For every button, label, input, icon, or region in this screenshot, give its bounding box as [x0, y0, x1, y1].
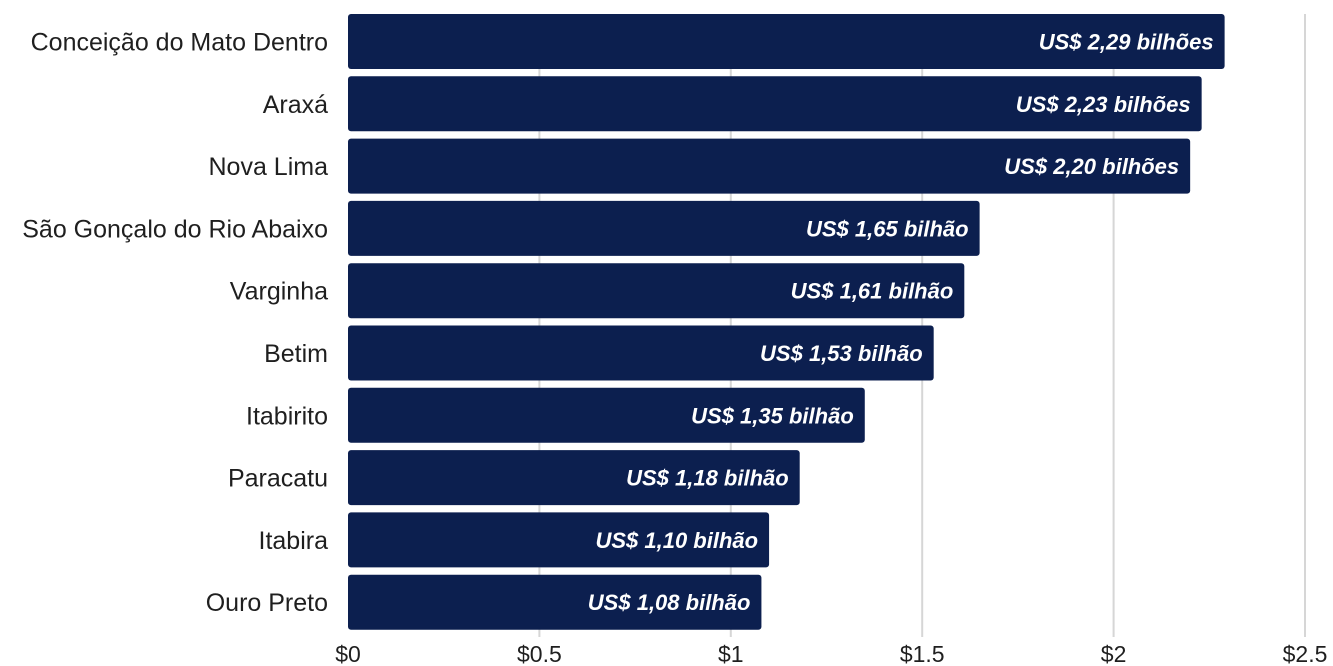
bar: [348, 263, 965, 319]
category-label: Itabirito: [246, 402, 328, 430]
x-tick-label: $2: [1101, 641, 1127, 666]
bar: [348, 138, 1191, 194]
data-label: US$ 1,65 bilhão: [806, 216, 969, 241]
x-tick-label: $1.5: [900, 641, 945, 666]
category-labels: Conceição do Mato Dentro Araxá Nova Lima Sã…: [22, 29, 328, 618]
bar: [348, 450, 800, 506]
bar: [348, 14, 1225, 69]
category-label: Conceição do Mato Dentro: [31, 29, 328, 57]
category-label: São Gonçalo do Rio Abaixo: [22, 215, 328, 243]
data-label: US$ 1,61 bilhão: [791, 279, 954, 304]
x-tick-label: $2.5: [1283, 641, 1328, 666]
bar: [348, 325, 934, 381]
data-label: US$ 2,20 bilhões: [1004, 154, 1179, 179]
x-tick-label: $0.5: [517, 641, 562, 666]
category-label: Varginha: [230, 278, 328, 306]
category-label: Paracatu: [228, 465, 328, 493]
data-label: US$ 1,35 bilhão: [691, 403, 854, 428]
data-label: US$ 1,53 bilhão: [760, 341, 923, 366]
data-label: US$ 1,10 bilhão: [595, 528, 758, 553]
x-tick-label: $1: [718, 641, 744, 666]
category-label: Ouro Preto: [206, 589, 328, 617]
x-tick-label: $0: [335, 641, 361, 666]
bar: [348, 200, 980, 256]
bar: [348, 512, 770, 568]
category-label: Betim: [264, 340, 328, 368]
category-label: Itabira: [259, 527, 329, 555]
bars: US$ 2,29 bilhões US$ 2,23 bilhões US$ 2,20…: [348, 14, 1225, 630]
data-label: US$ 2,29 bilhões: [1039, 30, 1214, 55]
category-label: Araxá: [263, 91, 328, 119]
data-label: US$ 1,08 bilhão: [588, 590, 751, 615]
category-label: Nova Lima: [209, 153, 329, 181]
data-label: US$ 2,23 bilhões: [1016, 92, 1191, 117]
bar: [348, 387, 865, 443]
x-axis-tick-labels: $0 $0.5 $1 $1.5 $2 $2.5: [335, 641, 1327, 666]
bar: [348, 76, 1202, 132]
data-label: US$ 1,18 bilhão: [626, 466, 789, 491]
bar: [348, 574, 762, 630]
